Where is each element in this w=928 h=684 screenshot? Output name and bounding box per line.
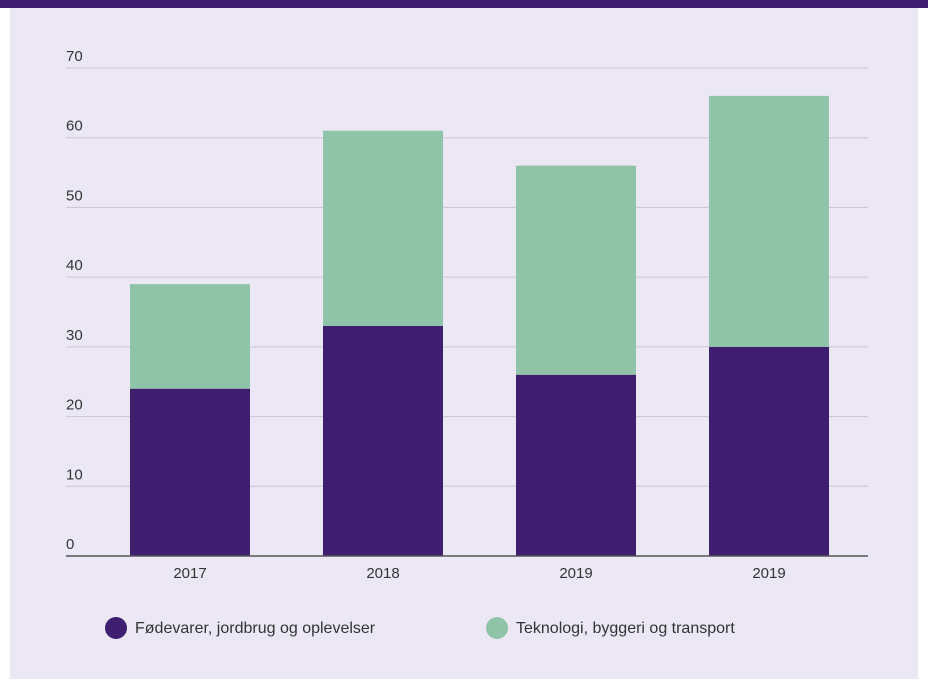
y-tick-label: 20 xyxy=(66,397,83,414)
y-tick-label: 50 xyxy=(66,187,83,204)
y-tick-label: 0 xyxy=(66,536,74,553)
bar-segment xyxy=(130,388,250,556)
x-tick-label: 2018 xyxy=(366,565,399,582)
y-tick-label: 30 xyxy=(66,327,83,344)
legend-label: Fødevarer, jordbrug og oplevelser xyxy=(135,620,376,637)
legend-label: Teknologi, byggeri og transport xyxy=(516,620,735,637)
legend-swatch xyxy=(105,617,127,639)
bar-segment xyxy=(323,325,443,556)
bar-segment xyxy=(516,165,636,375)
bar-segment xyxy=(709,346,829,556)
y-tick-label: 70 xyxy=(66,48,83,65)
legend-swatch xyxy=(486,617,508,639)
bar-segment xyxy=(709,95,829,347)
x-tick-label: 2017 xyxy=(173,565,206,582)
y-tick-label: 10 xyxy=(66,466,83,483)
x-tick-label: 2019 xyxy=(559,565,592,582)
y-tick-label: 60 xyxy=(66,118,83,135)
y-tick-label: 40 xyxy=(66,257,83,274)
bar-segment xyxy=(516,374,636,556)
header-band xyxy=(0,0,928,8)
x-tick-label: 2019 xyxy=(752,565,785,582)
bar-segment xyxy=(130,284,250,389)
bar-segment xyxy=(323,130,443,326)
